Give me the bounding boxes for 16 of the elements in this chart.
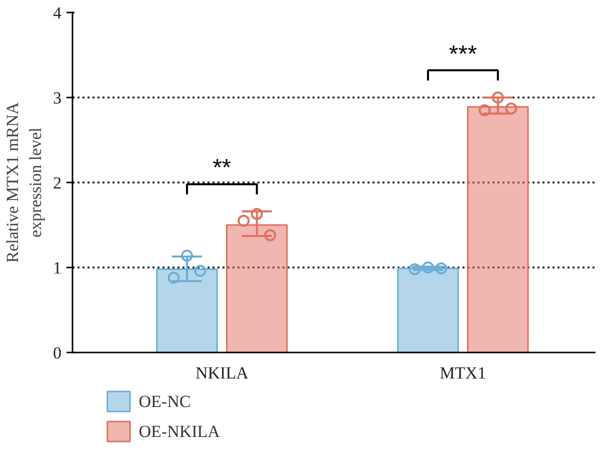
x-tick-label: NKILA [195, 364, 250, 382]
annotation: *** [448, 40, 477, 68]
y-tick-label: 2 [53, 174, 62, 192]
annotation: ** [212, 154, 232, 182]
bar [397, 268, 459, 352]
bar [467, 106, 529, 352]
y-tick-label: 3 [53, 88, 62, 108]
y-tick-label: 4 [53, 4, 62, 22]
y-tick-label: 1 [53, 258, 62, 278]
y-axis-title: Relative MTX1 mRNA expression level [3, 102, 45, 263]
legend-label: OE-NC [138, 392, 191, 411]
y-tick-label: 0 [53, 344, 62, 362]
bar [156, 268, 218, 352]
bar [226, 224, 288, 352]
x-tick-label: MTX1 [440, 364, 486, 382]
legend-label: OE-NKILA [138, 422, 221, 441]
